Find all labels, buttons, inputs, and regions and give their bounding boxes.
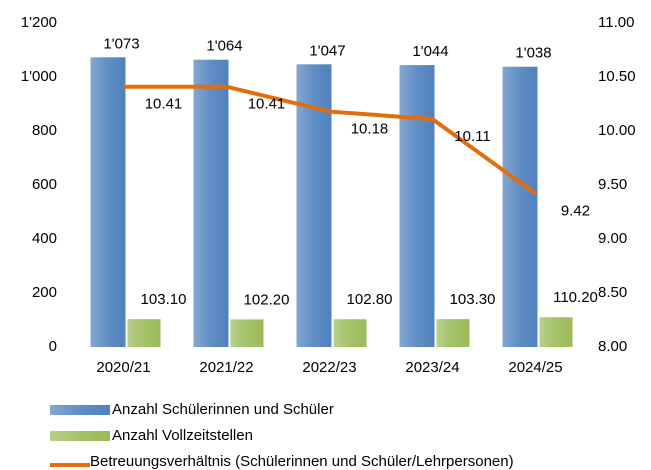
bar bbox=[539, 317, 573, 347]
y2-tick-label: 8.50 bbox=[598, 284, 627, 301]
x-tick-label: 2020/21 bbox=[96, 359, 150, 376]
y2-tick-label: 9.00 bbox=[598, 230, 627, 247]
legend-label: Anzahl Schülerinnen und Schüler bbox=[112, 401, 334, 418]
y2-tick-label: 10.50 bbox=[598, 68, 636, 85]
y-tick-label: 1'200 bbox=[21, 14, 57, 31]
x-tick-label: 2024/25 bbox=[508, 359, 562, 376]
legend-swatch bbox=[50, 405, 110, 415]
bar bbox=[193, 59, 229, 347]
bar bbox=[399, 65, 435, 348]
y-tick-label: 200 bbox=[32, 284, 57, 301]
bar bbox=[436, 319, 470, 347]
y2-tick-label: 11.00 bbox=[598, 14, 634, 31]
data-label: 1'044 bbox=[412, 43, 448, 60]
data-label: 103.30 bbox=[450, 291, 496, 308]
y2-tick-label: 8.00 bbox=[598, 338, 627, 355]
data-label: 9.42 bbox=[561, 203, 590, 220]
y2-tick-label: 10.00 bbox=[598, 122, 636, 139]
data-label: 10.41 bbox=[145, 96, 183, 113]
line bbox=[123, 84, 537, 196]
x-tick-label: 2022/23 bbox=[302, 359, 356, 376]
data-label: 10.41 bbox=[248, 96, 286, 113]
bar bbox=[127, 319, 161, 347]
bar bbox=[90, 57, 126, 347]
y-tick-label: 400 bbox=[32, 230, 57, 247]
legend-label: Betreuungsverhältnis (Schülerinnen und S… bbox=[90, 453, 514, 470]
bar bbox=[230, 319, 264, 347]
y-tick-label: 1'000 bbox=[21, 68, 57, 85]
y2-tick-label: 9.50 bbox=[598, 176, 627, 193]
y-tick-label: 800 bbox=[32, 122, 57, 139]
legend-swatch bbox=[50, 431, 110, 441]
data-label: 10.11 bbox=[454, 128, 490, 145]
x-tick-label: 2023/24 bbox=[405, 359, 459, 376]
data-label: 102.80 bbox=[347, 291, 393, 308]
data-label: 10.18 bbox=[351, 121, 389, 138]
x-tick-label: 2021/22 bbox=[199, 359, 253, 376]
y-tick-label: 600 bbox=[32, 176, 57, 193]
data-label: 1'038 bbox=[515, 45, 551, 62]
bar bbox=[333, 319, 367, 347]
data-label: 110.20 bbox=[553, 289, 598, 306]
data-label: 1'073 bbox=[103, 35, 139, 52]
legend-label: Anzahl Vollzeitstellen bbox=[112, 427, 253, 444]
data-label: 1'064 bbox=[206, 38, 242, 55]
data-label: 1'047 bbox=[309, 42, 345, 59]
data-label: 103.10 bbox=[141, 291, 187, 308]
bar bbox=[502, 66, 538, 348]
data-label: 102.20 bbox=[244, 291, 290, 308]
y-tick-label: 0 bbox=[49, 338, 57, 355]
